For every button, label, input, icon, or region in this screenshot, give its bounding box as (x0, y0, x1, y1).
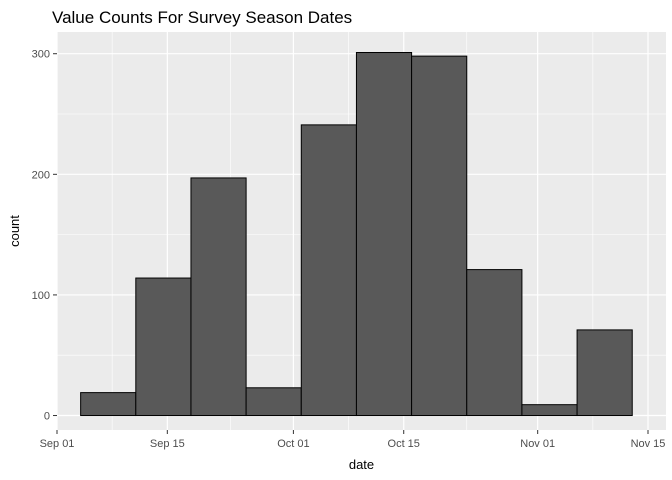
histogram-bars (80, 52, 633, 417)
histogram-bar-8 (521, 404, 578, 417)
histogram-bar-1 (135, 277, 192, 417)
x-axis: Sep 01 Sep 15 Oct 01 Oct 15 Nov 01 Nov 15 (40, 430, 666, 450)
y-tick-label-3: 300 (32, 49, 50, 61)
chart-title: Value Counts For Survey Season Dates (52, 8, 352, 27)
x-tick-label-5: Nov 15 (631, 438, 666, 450)
histogram-bar-3 (245, 387, 302, 417)
y-tick-label-0: 0 (44, 411, 50, 423)
x-tick-label-1: Sep 15 (150, 438, 185, 450)
y-tick-label-2: 200 (32, 169, 50, 181)
histogram-bar-6 (411, 55, 468, 417)
histogram-bar-2 (190, 177, 247, 417)
x-tick-label-0: Sep 01 (40, 438, 75, 450)
y-tick-label-1: 100 (32, 290, 50, 302)
histogram-bar-7 (466, 269, 523, 417)
histogram-bar-4 (300, 124, 357, 417)
y-axis-title: count (7, 215, 22, 247)
y-axis: 0 100 200 300 (32, 49, 57, 423)
histogram-bar-9 (576, 329, 633, 417)
x-tick-label-3: Oct 15 (388, 438, 420, 450)
histogram-bar-5 (355, 52, 413, 417)
x-axis-title: date (349, 457, 374, 472)
x-tick-label-2: Oct 01 (277, 438, 309, 450)
histogram-bar-0 (80, 392, 137, 417)
x-tick-label-4: Nov 01 (520, 438, 555, 450)
